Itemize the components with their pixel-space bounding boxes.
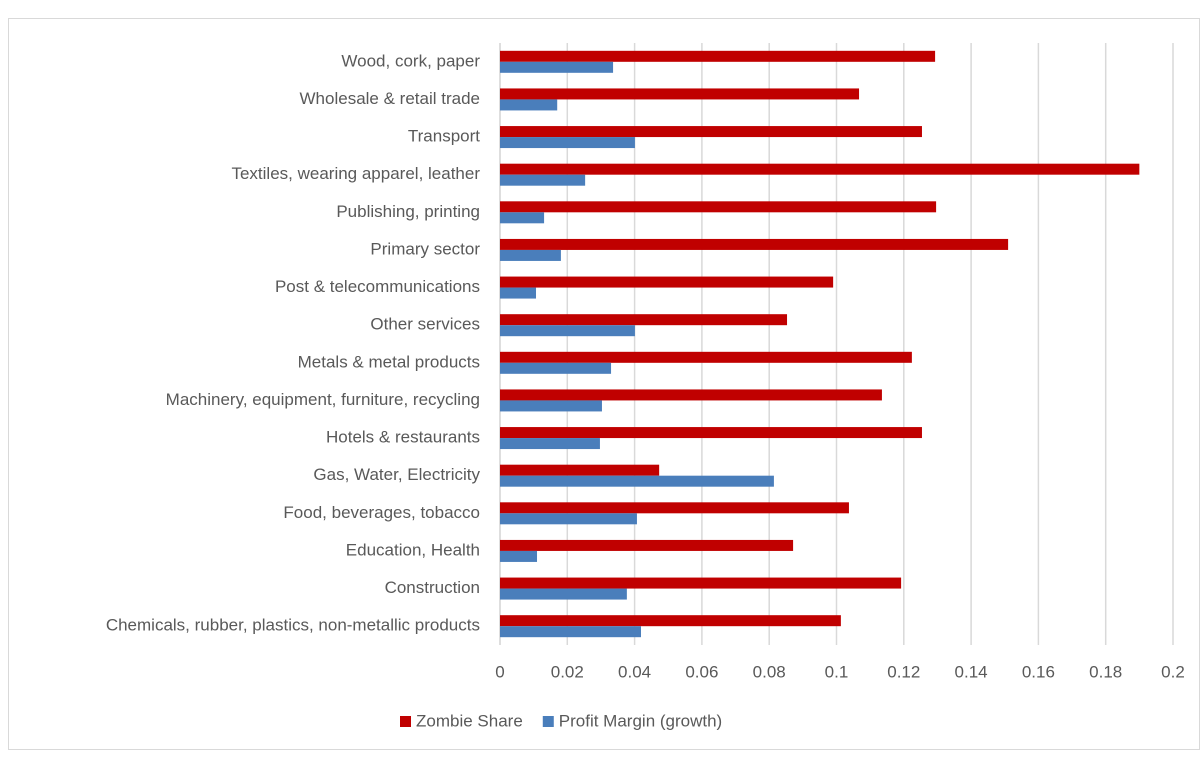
y-tick-label: Wholesale & retail trade [300,89,480,108]
bar [500,513,637,525]
y-tick-label: Machinery, equipment, furniture, recycli… [166,390,480,409]
x-tick-label: 0.12 [887,662,920,681]
y-tick-label: Metals & metal products [298,352,480,371]
x-tick-label: 0.1 [825,662,849,681]
x-tick-label: 0.06 [685,662,718,681]
x-tick-label: 0.2 [1161,662,1185,681]
bar [500,212,545,224]
x-tick-label: 0.18 [1089,662,1122,681]
bar [500,325,635,337]
y-tick-label: Textiles, wearing apparel, leather [231,164,480,183]
x-tick-label: 0.16 [1022,662,1055,681]
x-tick-label: 0.14 [955,662,988,681]
y-tick-label: Education, Health [346,540,480,559]
bar [500,201,937,213]
bar [500,276,834,288]
bar [500,287,537,299]
y-tick-label: Construction [385,578,480,597]
bar [500,588,627,600]
bar [500,99,558,111]
legend-label: Zombie Share [416,711,523,730]
bar [500,362,612,374]
bar [500,174,586,186]
bar [500,400,602,412]
bar [500,50,936,62]
y-tick-label: Transport [408,127,480,146]
bar [500,615,841,627]
bar [500,163,1140,175]
bar [500,502,849,514]
y-tick-label: Publishing, printing [336,202,480,221]
x-tick-label: 0.04 [618,662,651,681]
y-tick-label: Gas, Water, Electricity [313,465,480,484]
x-tick-label: 0.02 [551,662,584,681]
bar [500,626,641,638]
bar [500,137,635,149]
bar [500,427,922,439]
bar [500,550,538,562]
bar [500,475,774,487]
bar [500,88,860,100]
y-tick-label: Hotels & restaurants [326,428,480,447]
y-tick-label: Food, beverages, tobacco [283,503,480,522]
bar [500,438,600,450]
bar [500,314,788,326]
y-tick-label: Post & telecommunications [275,277,480,296]
x-tick-label: 0 [495,662,504,681]
bar [500,61,614,73]
bar [500,249,561,261]
bar [500,577,902,589]
y-tick-label: Primary sector [370,239,480,258]
bar [500,238,1009,250]
bar [500,351,912,363]
bar [500,126,922,138]
bar [500,539,794,551]
legend-label: Profit Margin (growth) [559,711,722,730]
legend-swatch [400,716,411,727]
bar [500,464,660,476]
x-tick-label: 0.08 [753,662,786,681]
y-tick-label: Wood, cork, paper [341,51,480,70]
y-tick-label: Chemicals, rubber, plastics, non-metalli… [106,616,480,635]
y-tick-label: Other services [370,315,480,334]
bar [500,389,882,401]
legend-swatch [542,716,554,727]
